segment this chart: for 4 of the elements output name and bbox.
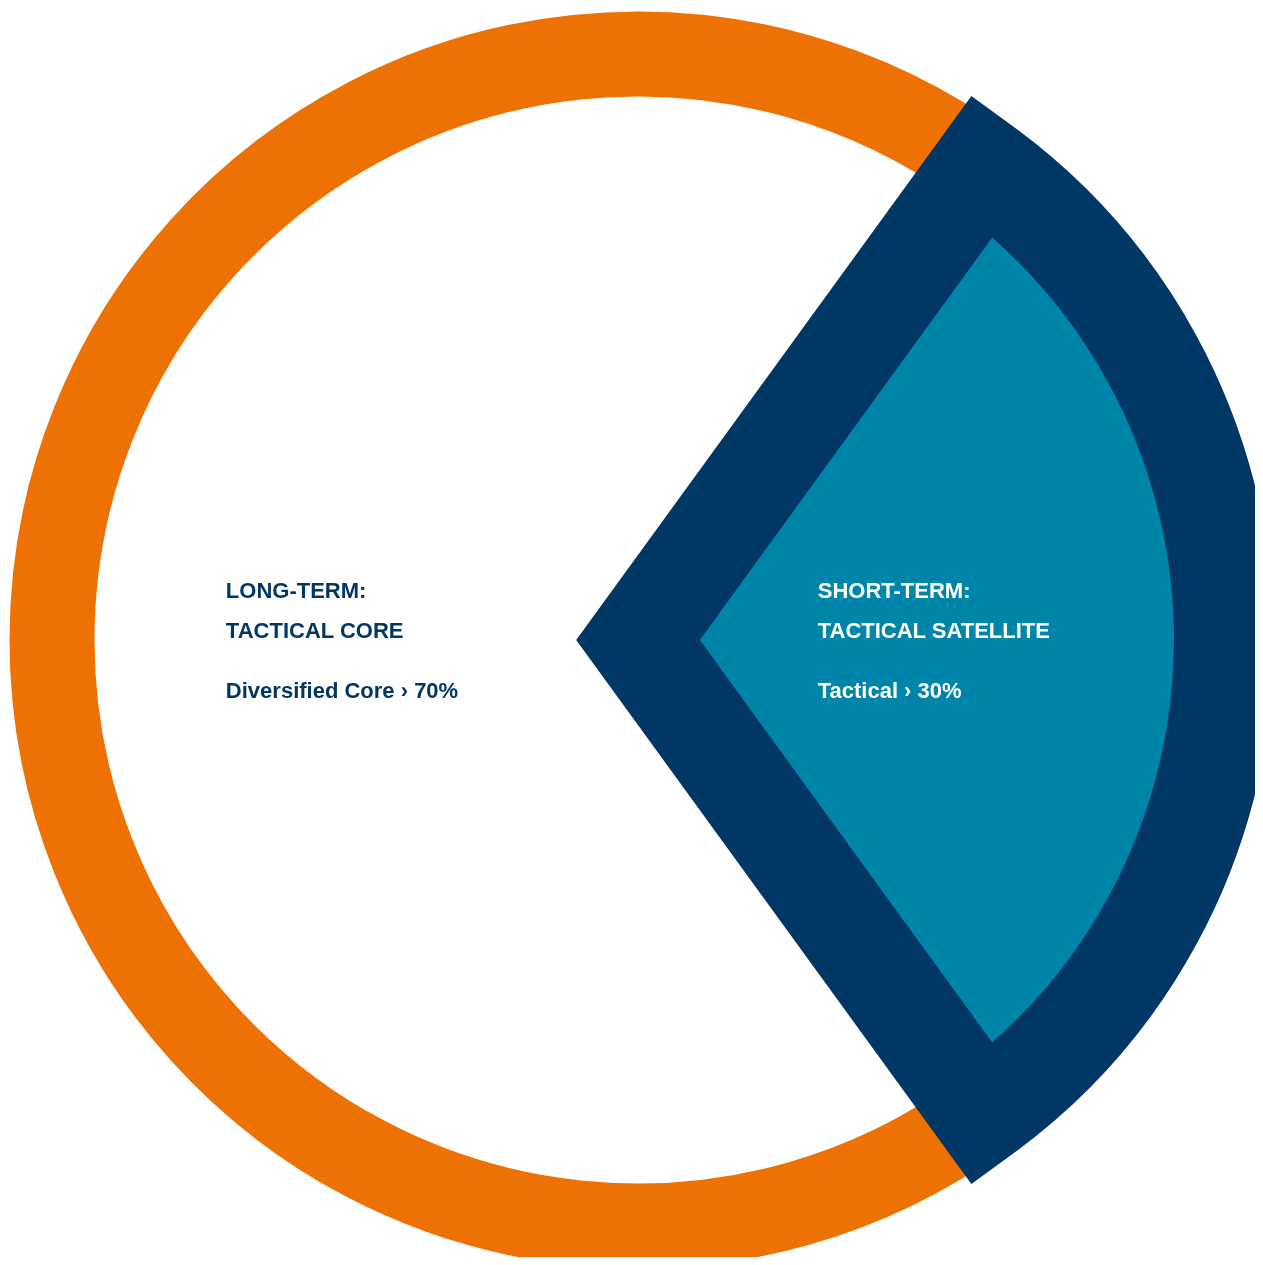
- slice-label: LONG-TERM: TACTICAL CORE: [225, 577, 404, 643]
- data-label: Diversified Core › 70%: [225, 677, 459, 703]
- slice-label: SHORT-TERM: TACTICAL SATELLITE: [817, 577, 1050, 643]
- data-label: Tactical › 30%: [817, 677, 962, 703]
